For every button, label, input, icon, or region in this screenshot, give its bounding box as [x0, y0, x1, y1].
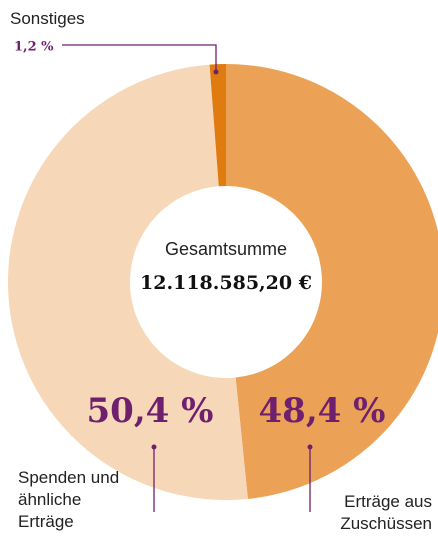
donut-slice	[209, 64, 226, 187]
leader-dot	[213, 69, 219, 75]
category-label: Spenden und ähnliche Erträge	[18, 468, 120, 531]
leader-line	[62, 44, 217, 70]
category-label: Sonstiges	[10, 9, 85, 28]
category-label: Erträge aus Zuschüssen	[340, 492, 432, 533]
center-value: 12.118.585,20 €	[140, 272, 312, 294]
value-label: 1,2 %	[14, 40, 54, 55]
value-label: 50,4 %	[87, 391, 214, 431]
leader-dot	[307, 444, 313, 450]
value-label: 48,4 %	[259, 391, 386, 431]
donut-slice	[226, 64, 438, 499]
leader-dot	[151, 444, 157, 450]
center-label: Gesamtsumme	[165, 239, 287, 259]
donut-slice	[7, 64, 248, 501]
